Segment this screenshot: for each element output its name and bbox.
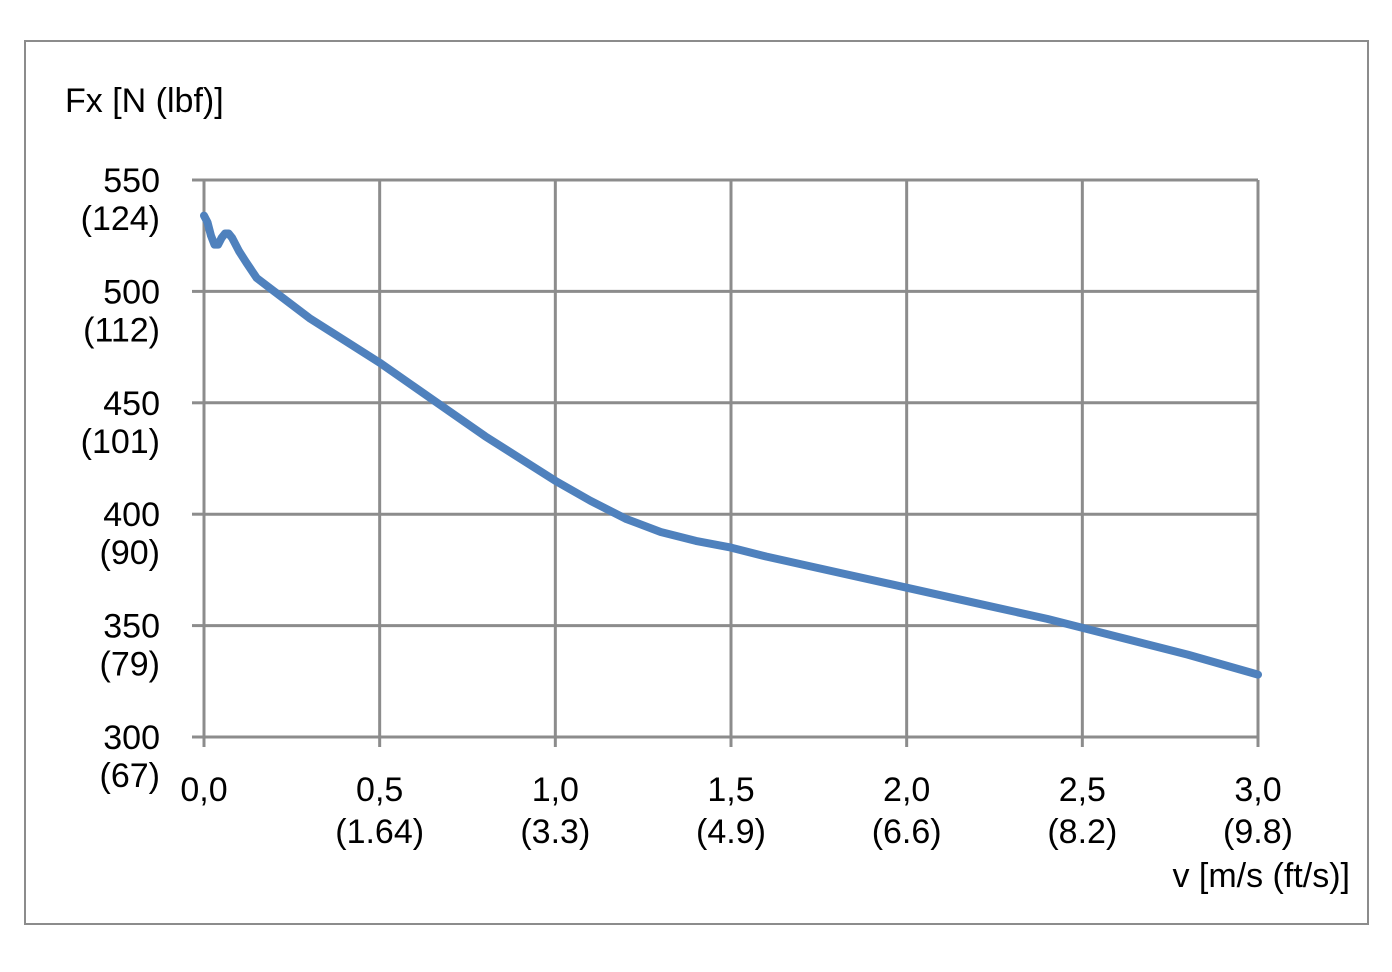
x-axis-label: v [m/s (ft/s)] — [1172, 857, 1350, 895]
y-tick-label: 300 — [103, 719, 160, 757]
y-tick-sublabel: (124) — [81, 200, 160, 238]
x-tick-label: 3,0 — [1234, 771, 1281, 809]
y-tick-label: 350 — [103, 608, 160, 646]
chart-frame — [24, 40, 1369, 925]
grid-lines — [192, 178, 1260, 747]
x-tick-label: 1,0 — [532, 771, 579, 809]
y-tick-sublabel: (101) — [81, 423, 160, 461]
x-tick-label: 0,5 — [356, 771, 403, 809]
x-tick-label: 2,0 — [883, 771, 930, 809]
y-tick-label: 500 — [103, 273, 160, 311]
y-tick-sublabel: (67) — [100, 757, 160, 795]
x-tick-label: 1,5 — [707, 771, 754, 809]
x-tick-sublabel: (4.9) — [696, 813, 766, 851]
x-tick-sublabel: (3.3) — [520, 813, 590, 851]
x-tick-labels: 0,0 0,5 (1.64) 1,0 (3.3) 1,5 (4.9) 2,0 (6.6) 2,5 (… — [180, 771, 1293, 851]
y-tick-sublabel: (112) — [83, 311, 160, 349]
y-axis-label: Fx [N (lbf)] — [65, 82, 224, 120]
y-tick-label: 550 — [103, 162, 160, 200]
y-tick-sublabel: (90) — [100, 534, 160, 572]
y-tick-label: 450 — [103, 385, 160, 423]
series-layer — [200, 211, 1262, 679]
x-tick-sublabel: (9.8) — [1223, 813, 1293, 851]
y-tick-label: 400 — [103, 496, 160, 534]
x-tick-sublabel: (6.6) — [872, 813, 942, 851]
y-tick-sublabel: (79) — [100, 646, 160, 684]
x-tick-sublabel: (8.2) — [1047, 813, 1117, 851]
x-tick-label: 0,0 — [180, 771, 227, 809]
y-tick-labels: 550(124) 500(112) 450(101) 400(90) 350(79) 30… — [81, 162, 160, 795]
x-tick-sublabel: (1.64) — [335, 813, 424, 851]
x-tick-label: 2,5 — [1059, 771, 1106, 809]
series-line — [200, 211, 1262, 679]
